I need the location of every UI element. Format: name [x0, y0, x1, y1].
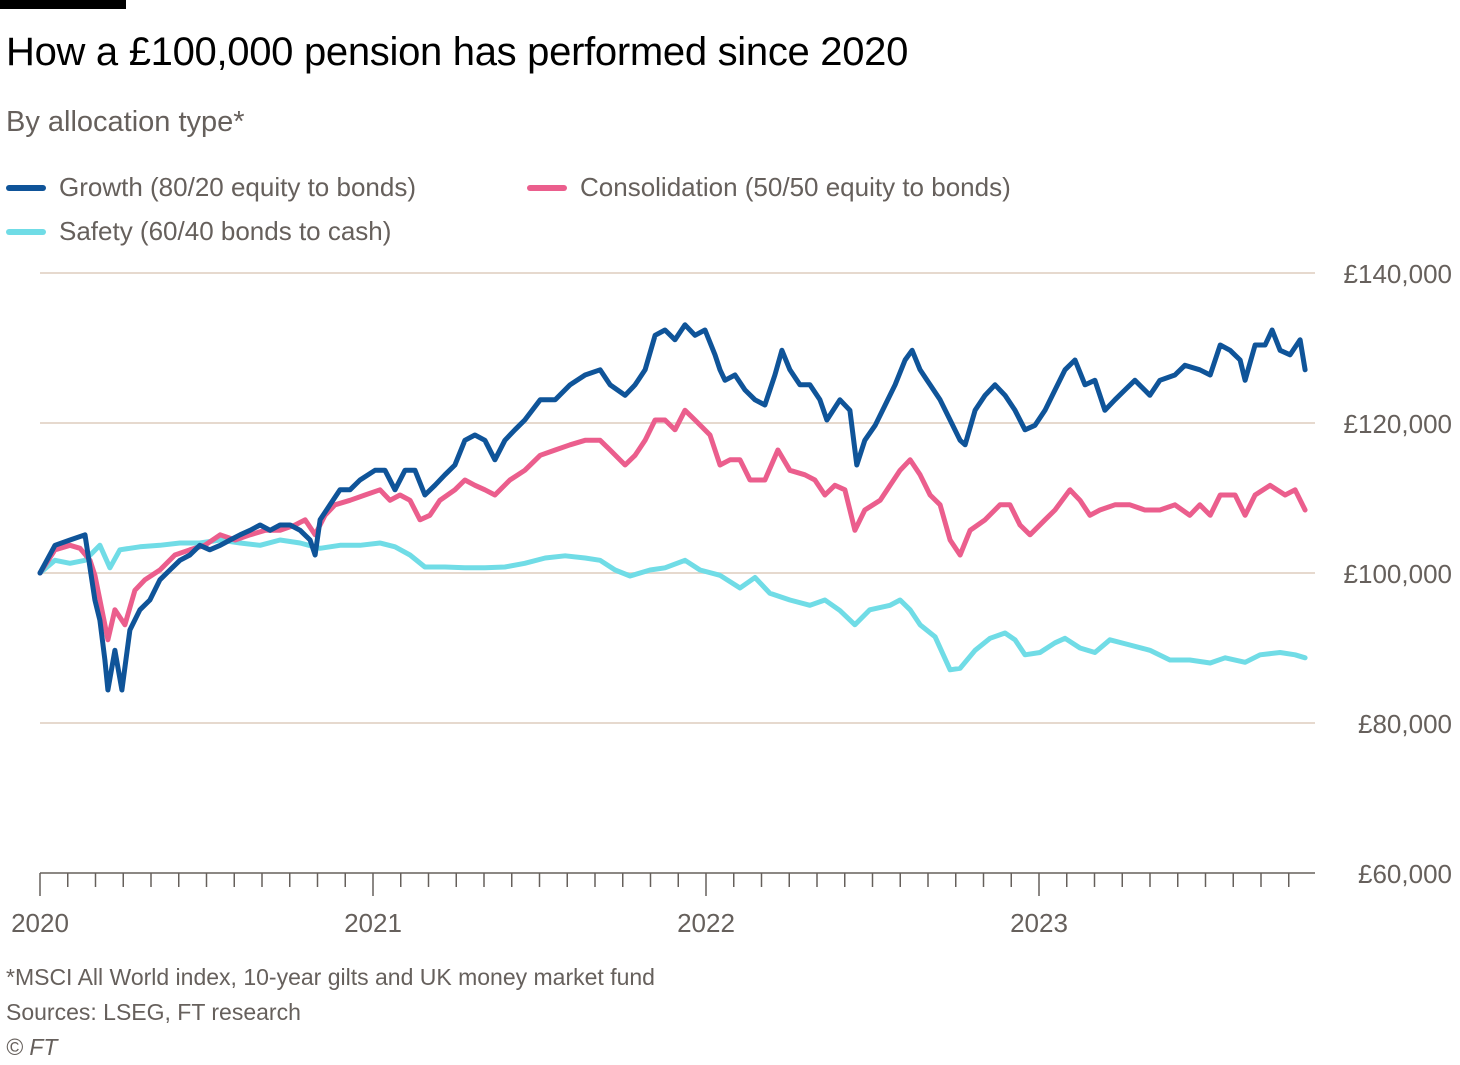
y-tick-label: £100,000 [1344, 559, 1452, 589]
legend-label-safety: Safety (60/40 bonds to cash) [59, 216, 392, 246]
x-tick-label: 2020 [11, 908, 69, 938]
x-tick-label: 2022 [677, 908, 735, 938]
y-tick-label: £80,000 [1358, 709, 1452, 739]
y-tick-label: £140,000 [1344, 259, 1452, 289]
series-line-safety [37, 537, 1308, 673]
legend-item-consolidation: Consolidation (50/50 equity to bonds) [527, 172, 1011, 203]
copyright: © FT [6, 1034, 58, 1060]
y-tick-label: £120,000 [1344, 409, 1452, 439]
legend-swatch-consolidation [527, 184, 567, 191]
legend-swatch-growth [6, 184, 46, 191]
legend-label-growth: Growth (80/20 equity to bonds) [59, 172, 416, 202]
x-axis: 2020 2021 2022 2023 [11, 872, 1315, 938]
y-tick-label: £60,000 [1358, 859, 1452, 889]
series-line-growth [37, 322, 1308, 693]
x-tick-label: 2023 [1010, 908, 1068, 938]
legend-swatch-safety [6, 228, 46, 235]
chart-title: How a £100,000 pension has performed sin… [6, 30, 909, 74]
footnote: *MSCI All World index, 10-year gilts and… [6, 964, 655, 990]
y-axis-ticks: £140,000 £120,000 £100,000 £80,000 £60,000 [1344, 259, 1452, 889]
legend-label-consolidation: Consolidation (50/50 equity to bonds) [580, 172, 1011, 202]
chart-subtitle: By allocation type* [6, 106, 245, 138]
x-tick-label: 2021 [344, 908, 402, 938]
legend-item-safety: Safety (60/40 bonds to cash) [6, 216, 391, 247]
series-line-consolidation [37, 407, 1308, 643]
legend-item-growth: Growth (80/20 equity to bonds) [6, 172, 416, 203]
series-lines [37, 322, 1308, 693]
brand-bar [0, 0, 126, 9]
sources: Sources: LSEG, FT research [6, 999, 301, 1025]
